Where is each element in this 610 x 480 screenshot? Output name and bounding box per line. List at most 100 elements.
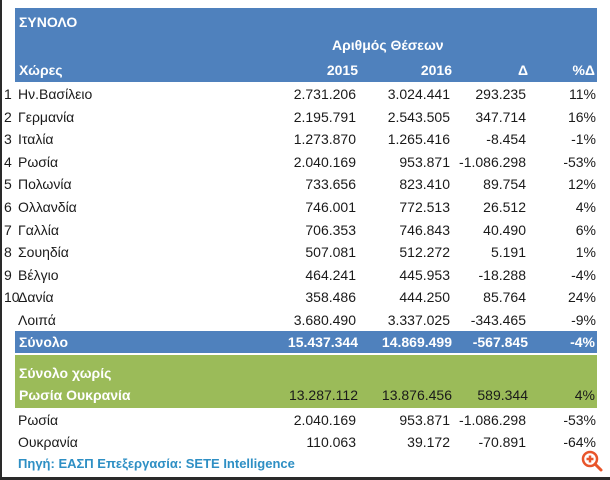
- value-2015: 2.040.169: [293, 412, 356, 428]
- rank-number: 6: [4, 199, 12, 215]
- table-row: 8 Σουηδία 507.081 512.272 5.191 1%: [0, 241, 610, 263]
- value-2015: 746.001: [305, 199, 356, 215]
- value-2016: 772.513: [399, 199, 450, 215]
- value-delta: 40.490: [483, 221, 526, 238]
- column-header-delta: Δ: [517, 62, 528, 78]
- value-2015: 110.063: [306, 434, 356, 450]
- rank-number: 2: [4, 108, 12, 125]
- total-excluding-delta: 589.344: [477, 387, 528, 403]
- value-2016: 3.024.441: [387, 86, 450, 102]
- country-name: Ρωσία: [18, 412, 59, 428]
- country-name: Ην.Βασίλειο: [18, 86, 93, 102]
- table-title: ΣΥΝΟΛΟ: [19, 14, 78, 30]
- total-label: Σύνολο: [19, 334, 69, 350]
- value-delta: 5.191: [490, 244, 526, 261]
- value-delta: 26.512: [483, 199, 526, 215]
- value-delta: 89.754: [483, 176, 526, 193]
- total-excluding-label-line2: Ρωσία Ουκρανία: [19, 387, 131, 403]
- value-pct: -1%: [571, 131, 596, 148]
- value-delta: 347.714: [475, 108, 526, 125]
- value-delta: -70.891: [478, 434, 526, 450]
- column-header-2016: 2016: [420, 62, 452, 78]
- frame-border-left: [0, 0, 2, 480]
- country-name: Πολωνία: [18, 176, 72, 193]
- country-name: Γερμανία: [18, 108, 75, 125]
- value-2016: 445.953: [399, 266, 450, 283]
- country-name: Ολλανδία: [18, 199, 77, 215]
- country-name: Ιταλία: [18, 131, 54, 148]
- rank-number: 5: [4, 176, 12, 193]
- rank-number: 8: [4, 244, 12, 261]
- total-delta: -567.845: [472, 334, 528, 350]
- value-pct: 11%: [569, 86, 596, 102]
- value-delta: -1.086.298: [459, 153, 526, 170]
- value-pct: 24%: [567, 289, 596, 306]
- value-2016: 746.843: [399, 221, 450, 238]
- table-row: 9 Βέλγιο 464.241 445.953 -18.288 -4%: [0, 264, 610, 286]
- value-2015: 706.353: [305, 221, 356, 238]
- value-2015: 2.040.169: [293, 153, 356, 170]
- rank-number: 1: [4, 86, 12, 102]
- country-name: Ουκρανία: [18, 434, 78, 450]
- value-pct: 1%: [575, 244, 596, 261]
- value-pct: -64%: [563, 434, 596, 450]
- total-row: Σύνολο 15.437.344 14.869.499 -567.845 -4…: [15, 331, 597, 353]
- total-excluding-row: Σύνολο χωρίς Ρωσία Ουκρανία 13.287.112 1…: [15, 355, 597, 408]
- table-row: 3 Ιταλία 1.273.870 1.265.416 -8.454 -1%: [0, 128, 610, 150]
- value-2015: 3.680.490: [293, 312, 356, 328]
- country-name: Γαλλία: [18, 221, 60, 238]
- value-pct: -9%: [571, 312, 596, 328]
- value-2015: 733.656: [305, 176, 356, 193]
- table-subtitle: Αριθμός Θέσεων: [332, 37, 444, 53]
- value-2016: 444.250: [399, 289, 450, 306]
- value-2016: 953.871: [399, 412, 450, 428]
- rank-number: 10: [4, 289, 20, 306]
- total-2015: 15.437.344: [287, 334, 358, 350]
- rank-number: 4: [4, 153, 12, 170]
- value-pct: -4%: [571, 266, 596, 283]
- table-row: 1 Ην.Βασίλειο 2.731.206 3.024.441 293.235 11%: [0, 83, 610, 105]
- column-header-countries: Χώρες: [19, 62, 63, 78]
- zoom-in-icon: [581, 450, 603, 472]
- country-name: Δανία: [18, 289, 54, 306]
- source-note: Πηγή: ΕΑΣΠ Επεξεργασία: SETE Intelligenc…: [18, 456, 295, 471]
- value-pct: 4%: [575, 199, 596, 215]
- value-2015: 507.081: [305, 244, 356, 261]
- value-pct: -53%: [563, 153, 596, 170]
- value-pct: 6%: [575, 221, 596, 238]
- table-row: 5 Πολωνία 733.656 823.410 89.754 12%: [0, 173, 610, 195]
- value-2016: 823.410: [399, 176, 450, 193]
- table-row: 4 Ρωσία 2.040.169 953.871 -1.086.298 -53%: [0, 151, 610, 173]
- table-row-ukraine: Ουκρανία 110.063 39.172 -70.891 -64%: [0, 431, 610, 453]
- value-2016: 3.337.025: [387, 312, 450, 328]
- total-excluding-2016: 13.876.456: [381, 387, 452, 403]
- total-2016: 14.869.499: [381, 334, 452, 350]
- value-delta: -343.465: [470, 312, 526, 328]
- value-2016: 39.172: [407, 434, 450, 450]
- total-pct: -4%: [570, 334, 595, 350]
- country-name: Βέλγιο: [18, 266, 59, 283]
- value-pct: 16%: [567, 108, 596, 125]
- country-name: Ρωσία: [18, 153, 59, 170]
- value-2016: 953.871: [399, 153, 450, 170]
- value-pct: 12%: [567, 176, 596, 193]
- value-delta: -1.086.298: [459, 412, 526, 428]
- table-row: 6 Ολλανδία 746.001 772.513 26.512 4%: [0, 196, 610, 218]
- table-row: 10 Δανία 358.486 444.250 85.764 24%: [0, 286, 610, 308]
- value-2015: 2.195.791: [293, 108, 356, 125]
- table-header: ΣΥΝΟΛΟ Αριθμός Θέσεων Χώρες 2015 2016 Δ …: [15, 8, 597, 82]
- zoom-in-button[interactable]: [580, 449, 604, 473]
- value-2015: 2.731.206: [293, 86, 356, 102]
- table-row-russia: Ρωσία 2.040.169 953.871 -1.086.298 -53%: [0, 409, 610, 431]
- rank-number: 9: [4, 266, 12, 283]
- table-row: Λοιπά 3.680.490 3.337.025 -343.465 -9%: [0, 309, 610, 331]
- country-name: Σουηδία: [18, 244, 69, 261]
- table-row: 7 Γαλλία 706.353 746.843 40.490 6%: [0, 219, 610, 241]
- column-header-2015: 2015: [326, 62, 358, 78]
- rank-number: 3: [4, 131, 12, 148]
- rank-number: 7: [4, 221, 12, 238]
- value-2015: 358.486: [305, 289, 356, 306]
- country-name: Λοιπά: [18, 312, 56, 328]
- value-2015: 464.241: [305, 266, 356, 283]
- value-delta: 85.764: [483, 289, 526, 306]
